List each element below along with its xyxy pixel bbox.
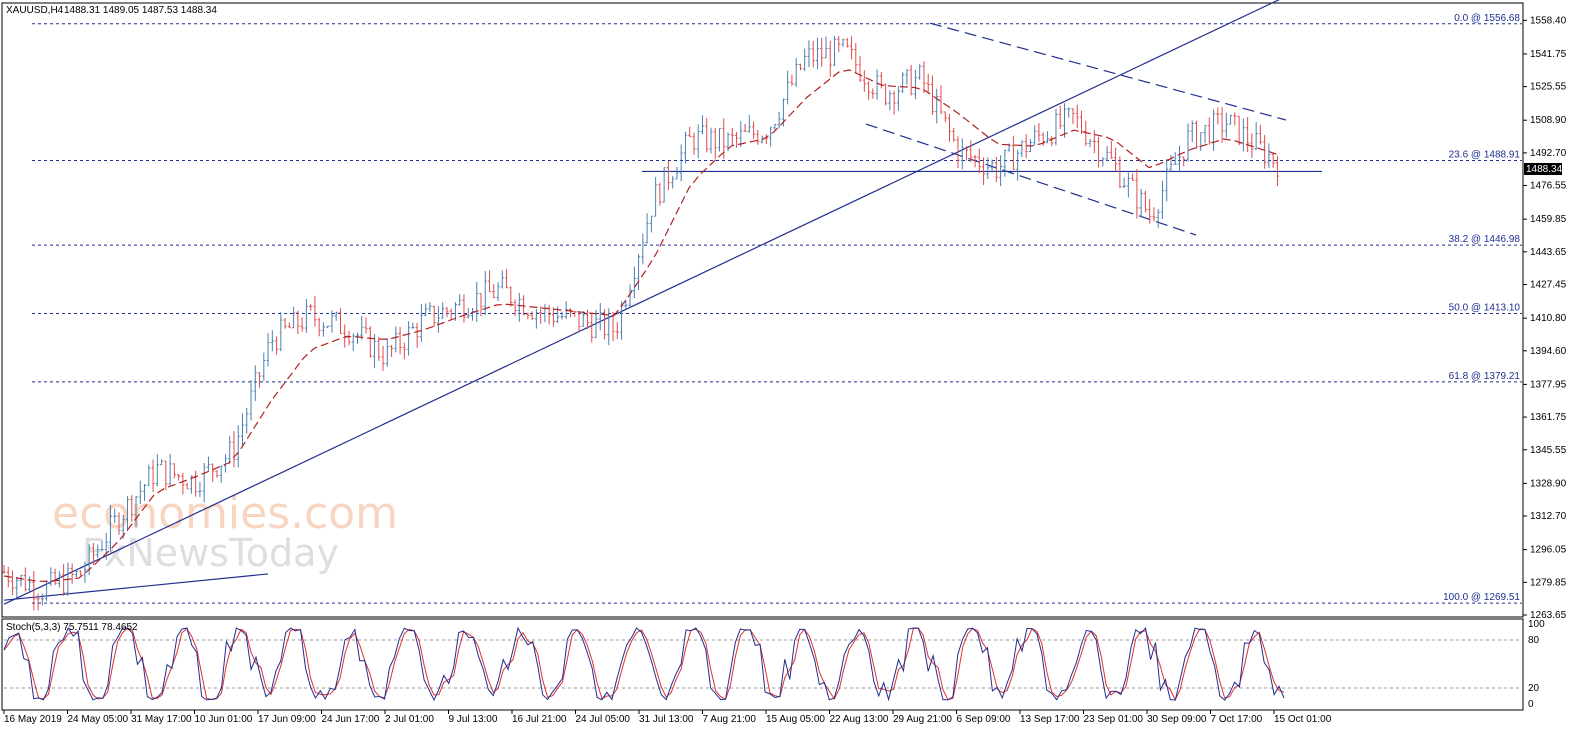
x-tick-label: 31 Jul 13:00 — [639, 714, 694, 725]
x-tick-label: 24 May 05:00 — [68, 714, 129, 725]
y-tick-label: 1476.55 — [1530, 180, 1567, 191]
x-tick-label: 2 Jul 01:00 — [385, 714, 434, 725]
main-panel-frame — [1, 2, 1524, 618]
x-tick-label: 30 Sep 09:00 — [1147, 714, 1207, 725]
ohlc-readout: 1488.31 1489.05 1487.53 1488.34 — [64, 5, 217, 16]
stoch-level-label: 0 — [1528, 699, 1534, 710]
trendlines-layer — [3, 0, 1322, 605]
y-tick-label: 1492.70 — [1530, 148, 1567, 159]
x-tick-label: 31 May 17:00 — [131, 714, 192, 725]
watermark-economies: economies.com — [52, 488, 398, 539]
x-axis: 16 May 2019 24 May 05:00 31 May 17:00 10 Ju… — [3, 710, 1332, 725]
moving-average-layer — [3, 69, 1278, 583]
x-tick-label: 15 Oct 01:00 — [1274, 714, 1332, 725]
y-tick-label: 1443.65 — [1530, 247, 1567, 258]
x-tick-label: 15 Aug 05:00 — [766, 714, 825, 725]
fib-level-label: 38.2 @ 1446.98 — [1449, 234, 1521, 245]
fib-levels-layer: 0.0 @ 1556.68 23.6 @ 1488.91 38.2 @ 1446.9… — [32, 13, 1522, 604]
current-price-label: 1488.34 — [1526, 164, 1563, 175]
x-tick-label: 24 Jun 17:00 — [322, 714, 380, 725]
y-tick-label: 1361.75 — [1530, 412, 1567, 423]
stoch-level-label: 100 — [1528, 619, 1545, 630]
x-tick-label: 16 Jul 21:00 — [512, 714, 567, 725]
fib-level-label: 23.6 @ 1488.91 — [1449, 150, 1521, 161]
fib-level-label: 61.8 @ 1379.21 — [1449, 371, 1521, 382]
y-tick-label: 1541.75 — [1530, 49, 1567, 60]
y-tick-label: 1312.70 — [1530, 511, 1567, 522]
y-tick-label: 1345.55 — [1530, 445, 1567, 456]
x-tick-label: 9 Jul 13:00 — [449, 714, 498, 725]
y-tick-label: 1279.85 — [1530, 577, 1567, 588]
x-tick-label: 24 Jul 05:00 — [576, 714, 631, 725]
x-tick-label: 6 Sep 09:00 — [957, 714, 1011, 725]
y-tick-label: 1508.90 — [1530, 115, 1567, 126]
x-tick-label: 29 Aug 21:00 — [893, 714, 952, 725]
stoch-level-label: 20 — [1528, 683, 1540, 694]
symbol-timeframe: XAUUSD,H4 — [6, 5, 64, 16]
y-tick-label: 1394.60 — [1530, 346, 1567, 357]
x-tick-label: 7 Oct 17:00 — [1211, 714, 1263, 725]
channel-lower-line — [865, 123, 1197, 236]
x-tick-label: 17 Jun 09:00 — [258, 714, 316, 725]
y-tick-label: 1328.90 — [1530, 478, 1567, 489]
fib-level-label: 50.0 @ 1413.10 — [1449, 302, 1521, 313]
fib-level-label: 0.0 @ 1556.68 — [1454, 13, 1520, 24]
current-price-tag — [1524, 163, 1562, 175]
y-tick-label: 1263.65 — [1530, 610, 1567, 621]
watermark-fxnewstoday: FxNewsToday — [82, 531, 339, 575]
stoch-main-line — [3, 626, 1285, 702]
x-tick-label: 13 Sep 17:00 — [1020, 714, 1080, 725]
stochastic-layer: 100 80 20 0 — [3, 619, 1545, 710]
y-axis: 1558.40 1541.75 1525.55 1508.90 1492.70 1476.… — [1523, 15, 1567, 621]
channel-upper-line — [929, 22, 1287, 121]
stoch-panel-frame — [1, 618, 1524, 711]
x-tick-label: 10 Jun 01:00 — [195, 714, 253, 725]
y-tick-label: 1558.40 — [1530, 15, 1567, 26]
rising-trendline — [3, 0, 1280, 605]
y-tick-label: 1525.55 — [1530, 82, 1567, 93]
stoch-level-label: 80 — [1528, 635, 1540, 646]
y-tick-label: 1427.45 — [1530, 280, 1567, 291]
early-trendline — [3, 573, 269, 601]
x-tick-label: 7 Aug 21:00 — [703, 714, 757, 725]
stoch-signal-line — [3, 627, 1285, 701]
y-tick-label: 1296.05 — [1530, 545, 1567, 556]
moving-average-line — [3, 69, 1278, 583]
stoch-label: Stoch(5,3,3) 75.7511 78.4652 — [6, 622, 138, 633]
y-tick-label: 1459.85 — [1530, 214, 1567, 225]
y-tick-label: 1377.95 — [1530, 379, 1567, 390]
fib-level-label: 100.0 @ 1269.51 — [1443, 592, 1520, 603]
x-tick-label: 22 Aug 13:00 — [830, 714, 889, 725]
x-tick-label: 23 Sep 01:00 — [1084, 714, 1144, 725]
x-tick-label: 16 May 2019 — [4, 714, 62, 725]
y-tick-label: 1410.80 — [1530, 313, 1567, 324]
